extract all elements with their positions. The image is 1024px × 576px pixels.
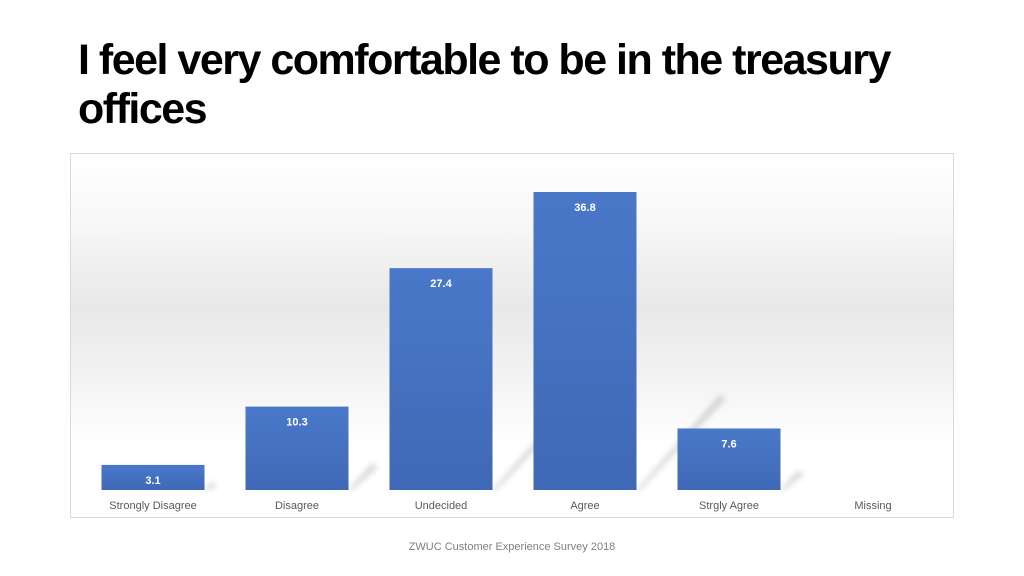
bar-disagree <box>245 406 349 490</box>
data-label: 36.8 <box>574 202 595 214</box>
slide-footer: ZWUC Customer Experience Survey 2018 <box>408 541 616 553</box>
bar-strgly-agree <box>677 428 781 490</box>
bar-shadow <box>780 470 804 490</box>
x-tick-label: Agree <box>570 500 599 512</box>
bar-chart: 3.1 10.3 27.4 36.8 7.6 Strongly Disagree Disa… <box>101 192 892 512</box>
x-tick-label: Strongly Disagree <box>109 500 196 512</box>
chart-area: 3.1 10.3 27.4 36.8 7.6 Strongly Disagree Disa… <box>70 153 954 518</box>
slide-title: I feel very comfortable to be in the tre… <box>78 36 891 133</box>
bar-shadow <box>348 463 378 490</box>
bar-shadow <box>204 481 218 490</box>
x-tick-label: Disagree <box>275 500 319 512</box>
x-axis-tick-labels: Strongly Disagree Disagree Undecided Agree S… <box>109 500 891 512</box>
data-label: 10.3 <box>286 417 307 429</box>
x-tick-label: Missing <box>854 500 891 512</box>
data-label: 7.6 <box>721 438 736 450</box>
bar-strongly-disagree <box>101 464 205 490</box>
data-labels: 3.1 10.3 27.4 36.8 7.6 <box>145 202 736 487</box>
bar-undecided <box>389 268 493 490</box>
bar-agree <box>533 192 637 490</box>
x-tick-label: Strgly Agree <box>699 500 759 512</box>
x-tick-label: Undecided <box>415 500 468 512</box>
bars <box>101 192 781 490</box>
data-label: 3.1 <box>145 475 160 487</box>
data-label: 27.4 <box>430 278 452 290</box>
